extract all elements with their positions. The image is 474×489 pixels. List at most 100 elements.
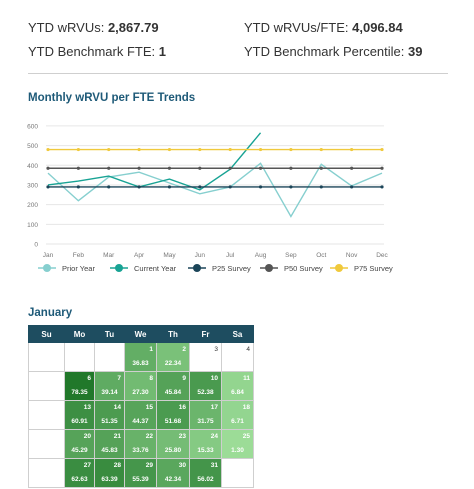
calendar-day-cell: 23 25.80	[156, 429, 190, 459]
series-point	[76, 185, 80, 189]
calendar-weekday-header: Sa	[221, 325, 254, 343]
series-point	[319, 147, 323, 152]
calendar-week-row: 12 13 60.91 14 51.35 15 44.37 16 51.68 17 31.75 18 6…	[28, 400, 254, 430]
day-number: 20	[83, 433, 91, 440]
day-number: 8	[149, 375, 153, 382]
calendar-day-cell: 8 27.30	[124, 371, 157, 401]
day-value: 52.38	[197, 389, 214, 396]
kpi-label: YTD Benchmark Percentile:	[244, 44, 405, 59]
day-value: 56.02	[197, 476, 214, 483]
calendar-empty-cell	[221, 458, 254, 488]
day-number: 27	[83, 462, 91, 469]
kpi-value: 39	[408, 44, 423, 59]
x-tick-label: May	[163, 252, 176, 259]
calendar-weekday-header: Th	[156, 325, 190, 343]
kpi-ytd-benchmark-percentile: YTD Benchmark Percentile: 39	[244, 44, 423, 59]
series-point	[258, 147, 263, 152]
series-point	[198, 147, 202, 152]
series-point	[46, 147, 50, 152]
day-number: 15	[145, 404, 153, 411]
calendar-title: January	[28, 307, 73, 319]
day-number: 22	[145, 433, 153, 440]
calendar-day-cell: 10 52.38	[189, 371, 222, 401]
kpi-value: 2,867.79	[107, 20, 159, 35]
day-value: 78.35	[71, 389, 88, 396]
series-point	[289, 147, 293, 152]
series-point	[289, 166, 293, 170]
y-tick-label: 0	[34, 242, 38, 249]
calendar-week-label: 12	[28, 400, 65, 430]
day-number: 24	[210, 433, 218, 440]
x-tick-label: Nov	[346, 252, 358, 259]
series-point	[76, 147, 80, 152]
calendar-day-cell: 24 15.33	[189, 429, 222, 459]
calendar-week-row: 5 6 78.35 7 39.14 8 27.30 9 45.84 10 52.38 11 6.84	[28, 371, 254, 401]
calendar-day-cell: 17 31.75	[189, 400, 222, 430]
day-number: 28	[113, 462, 121, 469]
x-tick-label: Apr	[134, 252, 145, 259]
kpi-label: YTD Benchmark FTE:	[28, 44, 156, 59]
series-point	[46, 166, 50, 170]
calendar-day-cell: 25 1.30	[221, 429, 254, 459]
kpi-divider	[28, 73, 448, 74]
legend-swatch-dot	[43, 264, 51, 272]
kpi-label: YTD wRVUs/FTE:	[244, 20, 349, 35]
series-point	[380, 147, 384, 152]
day-value: 39.14	[101, 389, 118, 396]
calendar-week-label: 19	[28, 429, 65, 459]
series-point	[198, 185, 202, 189]
day-value: 51.35	[101, 418, 118, 425]
legend-swatch-dot	[265, 264, 273, 272]
day-number: 4	[246, 346, 250, 353]
chart-title: Monthly wRVU per FTE Trends	[28, 92, 196, 104]
day-number: 2	[182, 346, 186, 353]
x-tick-label: Mar	[103, 252, 115, 259]
x-tick-label: Sep	[285, 252, 297, 259]
series-point	[76, 166, 80, 170]
day-number: 29	[145, 462, 153, 469]
day-number: 3	[214, 346, 218, 353]
y-tick-label: 200	[27, 202, 38, 209]
day-value: 15.33	[197, 447, 214, 454]
day-number: 17	[210, 404, 218, 411]
calendar-weekday-header: We	[124, 325, 157, 343]
day-value: 62.63	[71, 476, 88, 483]
calendar-week-row: 1 36.83 2 22.34 3 4	[28, 342, 254, 372]
calendar-day-cell: 16 51.68	[156, 400, 190, 430]
day-number: 7	[117, 375, 121, 382]
day-number: 10	[210, 375, 218, 382]
kpi-value: 4,096.84	[352, 20, 403, 35]
day-number: 23	[178, 433, 186, 440]
calendar-header-row: Su Mo Tu We Th Fr Sa	[28, 325, 254, 343]
day-value: 45.83	[101, 447, 118, 454]
day-number: 13	[83, 404, 91, 411]
day-number: 14	[113, 404, 121, 411]
series-point	[350, 185, 354, 189]
series-point	[380, 166, 384, 170]
calendar-week-row: 26 27 62.63 28 63.39 29 55.39 30 42.34 31 56.02	[28, 458, 254, 488]
day-number: 16	[178, 404, 186, 411]
series-line	[47, 162, 383, 218]
x-tick-label: Jan	[43, 252, 54, 259]
day-number: 21	[113, 433, 121, 440]
series-point	[107, 185, 111, 189]
calendar-day-cell: 15 44.37	[124, 400, 157, 430]
y-tick-label: 500	[27, 143, 38, 150]
calendar-weekday-header: Su	[28, 325, 65, 343]
calendar-day-cell: 7 39.14	[94, 371, 125, 401]
day-value: 25.80	[164, 447, 182, 454]
calendar-week-label	[28, 342, 65, 372]
calendar-day-cell: 13 60.91	[64, 400, 95, 430]
day-value: 42.34	[164, 476, 182, 483]
series-point	[380, 185, 384, 189]
calendar-grid: Su Mo Tu We Th Fr Sa 1 36.83 2 22.34 3 4 5 6 78.35 7 39.…	[28, 325, 254, 488]
x-tick-label: Aug	[255, 252, 267, 259]
calendar-day-cell: 21 45.83	[94, 429, 125, 459]
day-value: 36.83	[132, 360, 149, 367]
calendar-day-cell: 20 45.29	[64, 429, 95, 459]
x-tick-label: Feb	[73, 252, 85, 259]
legend-label: P50 Survey	[284, 264, 323, 273]
calendar-day-cell: 11 6.84	[221, 371, 254, 401]
calendar-week-label: 5	[28, 371, 65, 401]
day-value: 1.30	[231, 447, 244, 454]
